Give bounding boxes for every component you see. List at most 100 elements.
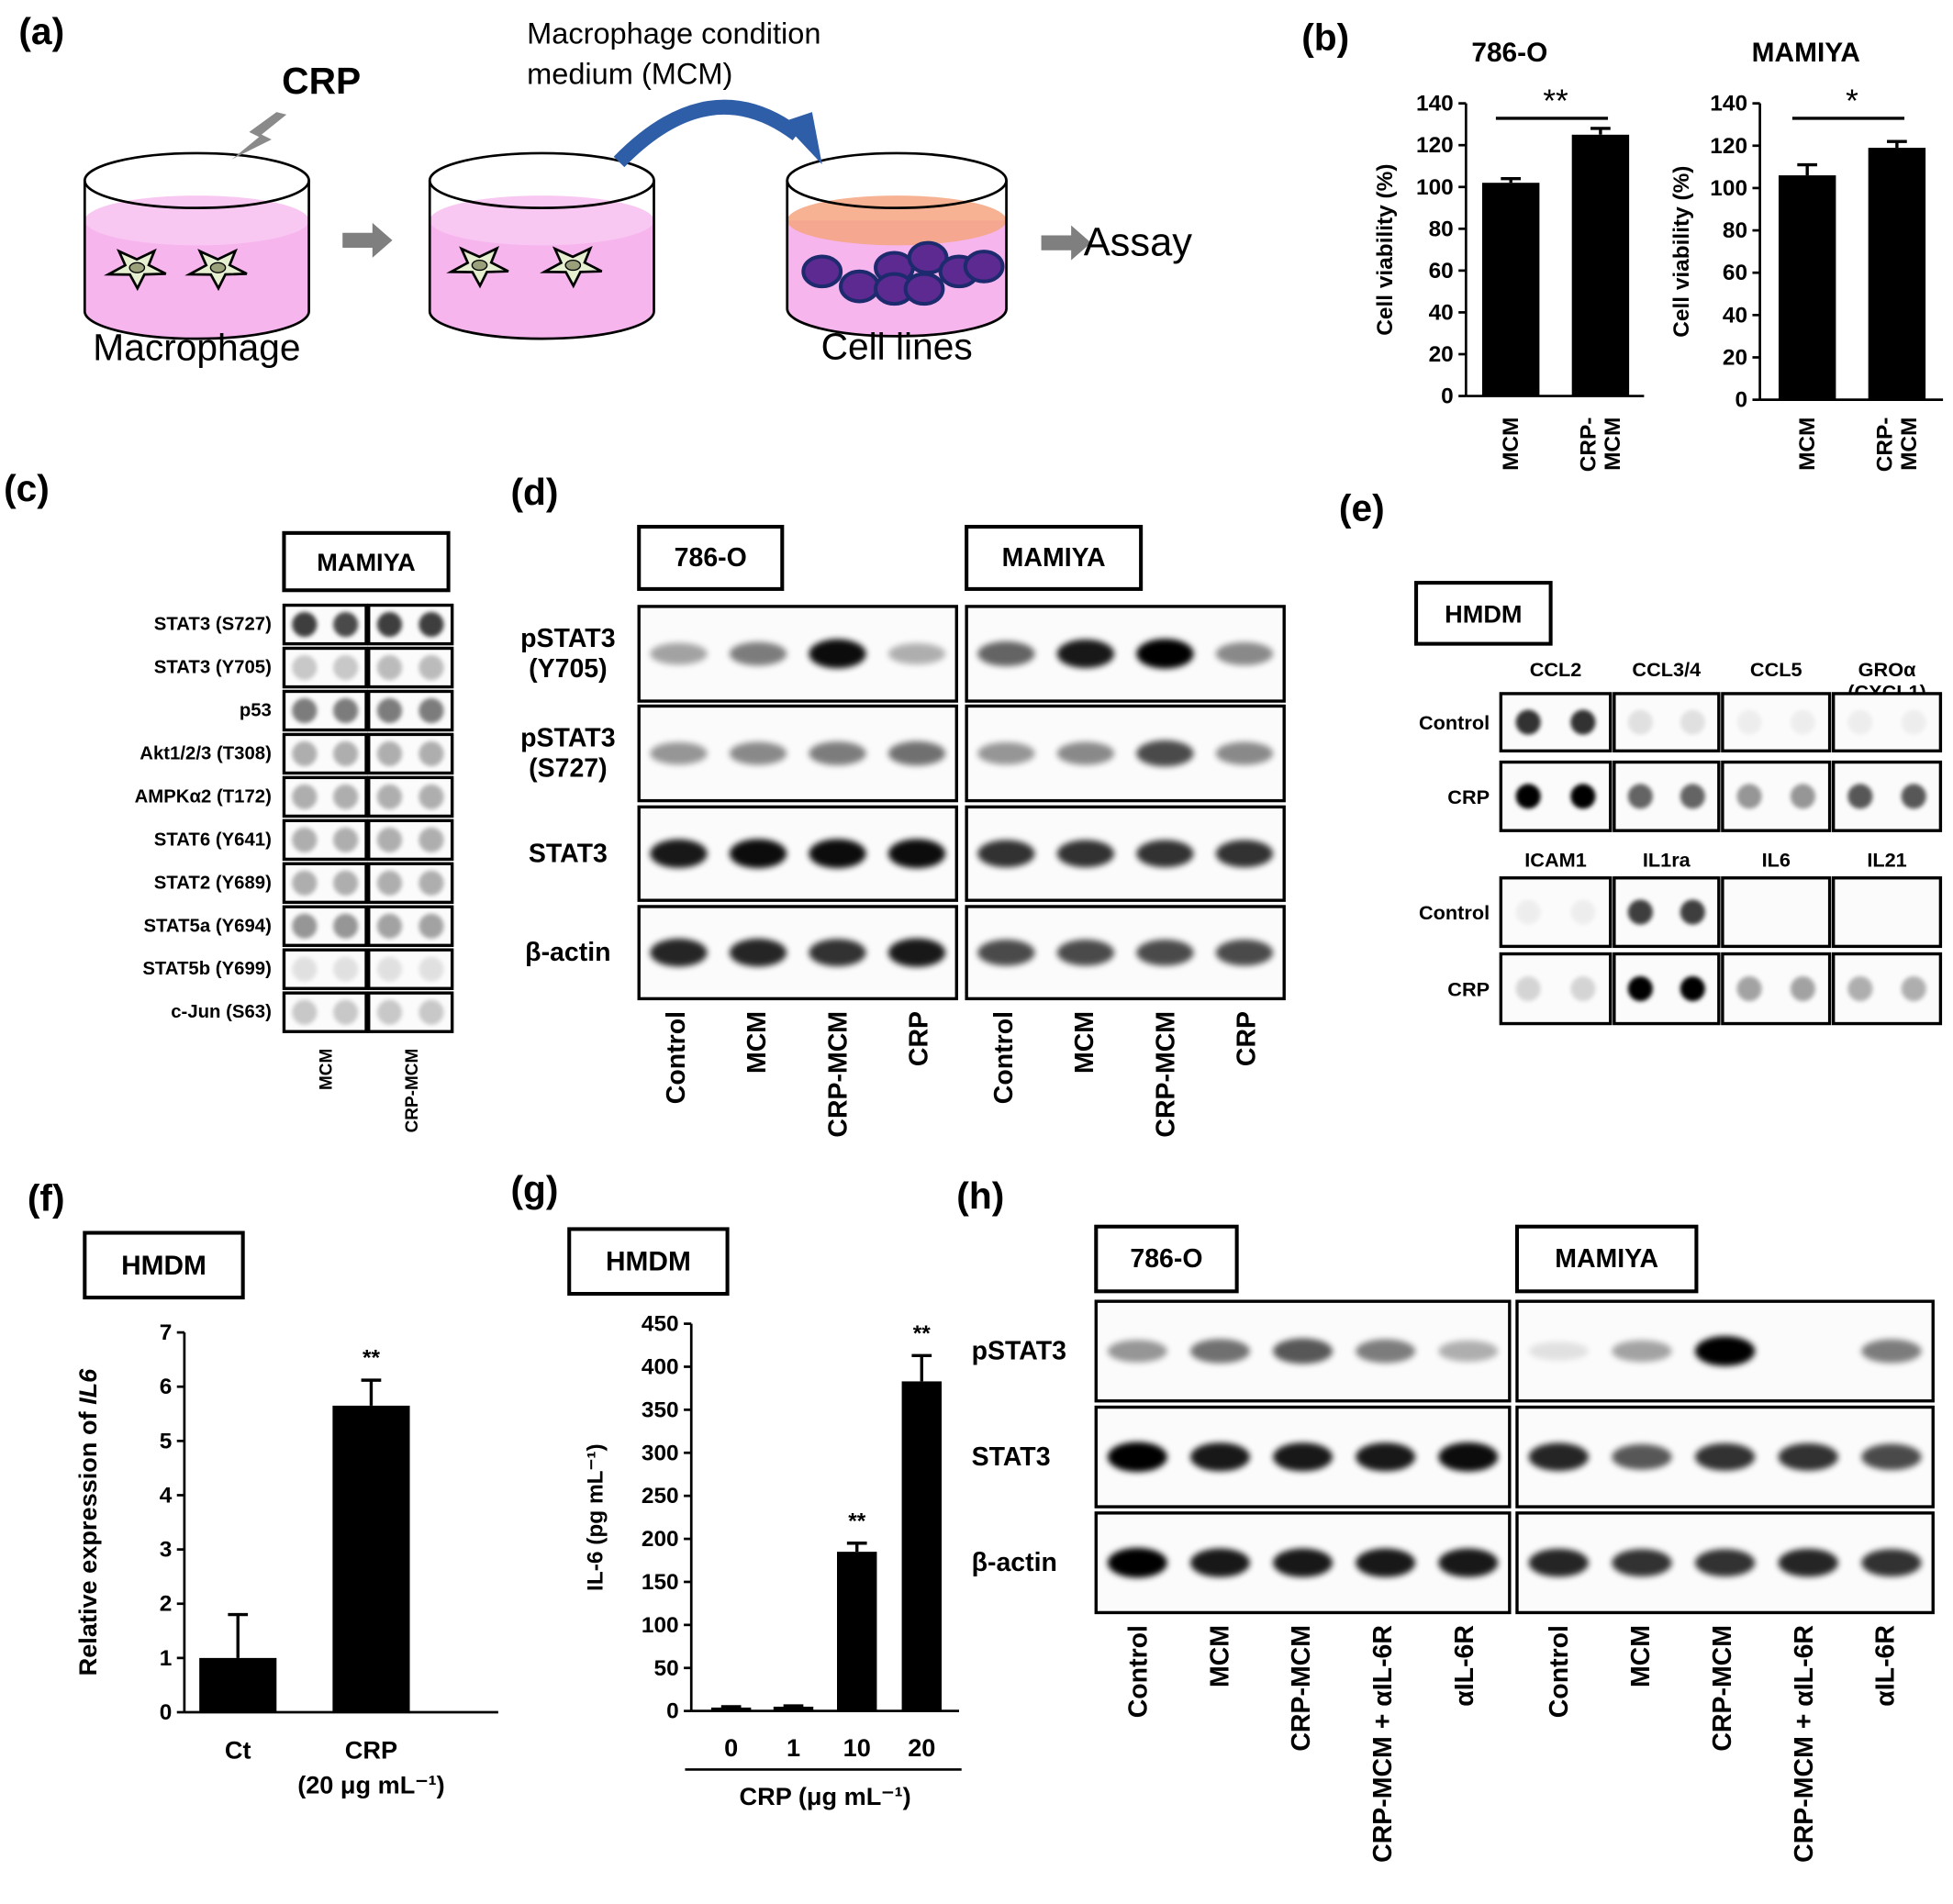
blot-band: [650, 839, 708, 868]
label-part: Relative expression of: [73, 1405, 102, 1676]
blot-band: [292, 697, 318, 724]
blot-band: [1736, 975, 1762, 1002]
blot-band: [1736, 784, 1762, 809]
blot-band: [1515, 709, 1541, 735]
blot-band: [977, 939, 1035, 966]
chart-title: 786-O: [1471, 37, 1547, 67]
blot-band: [977, 741, 1035, 765]
panel-label: (e): [1339, 487, 1385, 529]
target-label: CCL5: [1750, 657, 1802, 680]
target-label: CCL3/4: [1632, 657, 1701, 680]
target-label: IL21: [1867, 848, 1906, 871]
blot-band: [1438, 1442, 1499, 1472]
lane-label: CRP-MCM + αIL-6R: [1368, 1625, 1398, 1863]
blot-band: [887, 839, 946, 869]
panel-label: (c): [4, 467, 50, 509]
blot-band: [1190, 1442, 1250, 1472]
row-label: c-Jun (S63): [171, 1002, 272, 1022]
blot-band: [1612, 1549, 1672, 1577]
condition-label: Control: [1419, 711, 1490, 734]
cell-nucleus: [128, 262, 146, 273]
y-axis-label: Cell viability (%): [1373, 164, 1398, 336]
x-tick-label: Ct: [225, 1735, 251, 1764]
blot-band: [1627, 784, 1653, 809]
lane-label: CRP-MCM: [1151, 1011, 1180, 1138]
blot-band: [809, 839, 866, 869]
blot-band: [333, 784, 359, 809]
blot-band: [333, 956, 359, 982]
row-label: STAT3 (Y705): [154, 658, 272, 678]
row-label: STAT2 (Y689): [154, 873, 272, 893]
label-part: IL6: [73, 1368, 102, 1405]
error-bar: [228, 1612, 249, 1658]
row-label: pSTAT3: [972, 1336, 1066, 1365]
lane-label: Control: [1545, 1625, 1574, 1718]
bar: [710, 1707, 752, 1711]
blot-band: [1056, 840, 1115, 868]
blot-band: [333, 740, 359, 767]
blot-band: [1790, 784, 1816, 809]
blot-band: [376, 999, 403, 1025]
blot-band: [1570, 784, 1596, 809]
blot-band: [418, 999, 444, 1025]
y-tick-label: 60: [1429, 258, 1454, 283]
blot-band: [729, 938, 787, 967]
blot-band: [1901, 784, 1926, 809]
blot-band: [376, 697, 403, 724]
y-tick-label: 50: [653, 1655, 678, 1680]
row-label: STAT3: [529, 839, 608, 868]
panel-label: (d): [510, 471, 558, 513]
stimulus-bolt: [231, 112, 287, 160]
blot-band: [1570, 899, 1596, 925]
dish-wall: [786, 180, 1008, 338]
lane-label: MCM: [1070, 1011, 1099, 1074]
medium-surface: [84, 195, 309, 246]
blot-band: [1438, 1548, 1499, 1577]
row-label: STAT5a (Y694): [143, 916, 271, 936]
panel-label: (h): [956, 1175, 1004, 1217]
lane-label: CRP-MCM: [1287, 1625, 1316, 1752]
blot-band: [1694, 1549, 1756, 1577]
blot-band: [1215, 641, 1274, 666]
blot-band: [292, 870, 318, 896]
cell-nucleus: [471, 259, 488, 272]
error-bar: [846, 1542, 867, 1553]
x-tick-label: CRP-MCM: [1872, 418, 1922, 473]
y-tick-label: 250: [642, 1484, 679, 1509]
blot-band: [1107, 1340, 1167, 1363]
panel-label: (a): [18, 10, 64, 52]
tumor-cell: [839, 269, 880, 304]
row-label: Akt1/2/3 (T308): [140, 743, 272, 763]
blot-band: [1736, 709, 1762, 735]
blot-band: [729, 641, 787, 666]
blot-band: [1901, 975, 1926, 1002]
y-tick-label: 0: [1735, 387, 1747, 412]
blot-band: [418, 697, 444, 724]
error-bar: [911, 1353, 932, 1382]
blot-band: [418, 784, 444, 809]
blot-band: [1528, 1342, 1589, 1361]
blot-band: [292, 612, 318, 638]
blot-band: [650, 938, 708, 967]
row-label: AMPKα2 (T172): [135, 786, 272, 807]
lane-label: CRP: [905, 1011, 934, 1066]
target-label: IL6: [1762, 848, 1791, 871]
blot-band: [1515, 975, 1541, 1002]
blot-band: [1136, 740, 1194, 767]
blot-band: [1136, 639, 1194, 669]
blot-band: [1612, 1443, 1672, 1470]
blot-band: [292, 740, 318, 767]
blot-band: [1680, 975, 1705, 1002]
error-bar: [361, 1378, 382, 1406]
blot-band: [1215, 840, 1274, 868]
blot-frame: [1721, 876, 1832, 949]
label-box: [1414, 581, 1553, 646]
y-tick-label: 60: [1723, 261, 1747, 285]
y-tick-label: 150: [642, 1569, 679, 1594]
blot-band: [729, 839, 787, 869]
condition-label: CRP: [1447, 785, 1490, 807]
blot-band: [376, 913, 403, 939]
condition-label: CRP: [1447, 977, 1490, 1000]
lane-label: MCM: [742, 1011, 772, 1074]
row-label: β-actin: [972, 1548, 1057, 1577]
